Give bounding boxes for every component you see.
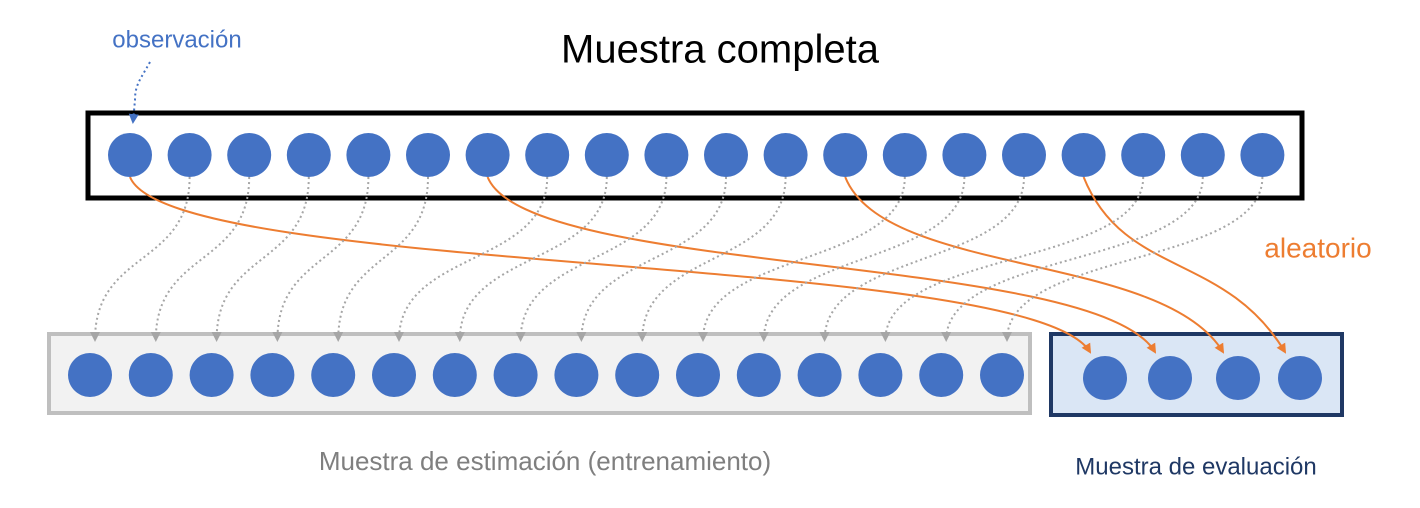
observation-label: observación: [112, 26, 241, 53]
observation-dot: [108, 133, 152, 177]
split-link: [394, 176, 549, 342]
estimation-dot: [858, 353, 903, 397]
observation-dot: [823, 133, 868, 177]
estimation-dot: [615, 353, 660, 397]
observation-dot: [1002, 133, 1046, 177]
split-link: [576, 176, 727, 342]
split-link: [454, 176, 608, 342]
random-link: [129, 176, 1092, 354]
split-link: [880, 176, 1145, 342]
random-link: [486, 176, 1157, 354]
observation-dot: [227, 133, 272, 177]
observation-dot: [1061, 133, 1106, 177]
split-link: [819, 176, 1025, 342]
estimation-dot: [372, 353, 416, 397]
split-link: [941, 176, 1204, 342]
evaluation-label: Muestra de evaluación: [1075, 453, 1316, 480]
observation-dot: [644, 133, 689, 177]
evaluation-dot: [1216, 356, 1260, 400]
observation-dot: [704, 133, 748, 177]
links: [90, 176, 1287, 354]
estimation-label: Muestra de estimación (entrenamiento): [319, 446, 771, 476]
estimation-dot: [554, 353, 599, 397]
estimation-dot: [189, 353, 234, 397]
observation-dot: [525, 133, 570, 177]
split-link: [150, 176, 251, 342]
random-link: [844, 176, 1225, 354]
title: Muestra completa: [561, 28, 880, 72]
observation-dot: [942, 133, 987, 177]
observation-dot: [167, 133, 212, 177]
observation-dot: [882, 133, 927, 177]
observation-dot: [465, 133, 510, 177]
estimation-dot: [128, 353, 173, 397]
split-link: [1002, 176, 1264, 342]
observation-pointer: [128, 61, 151, 124]
evaluation-dot: [1083, 356, 1127, 400]
estimation-dot: [980, 353, 1024, 397]
estimation-dot: [68, 353, 112, 397]
estimation-dot: [676, 353, 720, 397]
observation-dot: [406, 133, 450, 177]
evaluation-dot: [1148, 356, 1192, 400]
random-label: aleatorio: [1264, 232, 1371, 263]
estimation-dot: [250, 353, 295, 397]
observation-dot: [1180, 133, 1225, 177]
estimation-dot: [797, 353, 842, 397]
split-link: [758, 176, 966, 342]
split-link: [272, 176, 370, 342]
split-link: [515, 176, 668, 342]
split-link: [333, 176, 429, 342]
estimation-dot: [493, 353, 538, 397]
split-link: [211, 176, 310, 342]
estimation-dot: [919, 353, 964, 397]
estimation-dot: [736, 353, 781, 397]
observation-dot: [763, 133, 808, 177]
split-link: [698, 176, 906, 342]
observation-dot: [346, 133, 391, 177]
observation-dot: [1240, 133, 1285, 177]
estimation-dot: [432, 353, 477, 397]
dots: [68, 133, 1322, 400]
estimation-dot: [311, 353, 356, 397]
observation-dot: [1121, 133, 1166, 177]
random-link: [1082, 176, 1287, 354]
observation-dot: [584, 133, 629, 177]
split-link: [637, 176, 787, 342]
evaluation-dot: [1278, 356, 1322, 400]
observation-dot: [286, 133, 331, 177]
split-link: [90, 176, 191, 342]
